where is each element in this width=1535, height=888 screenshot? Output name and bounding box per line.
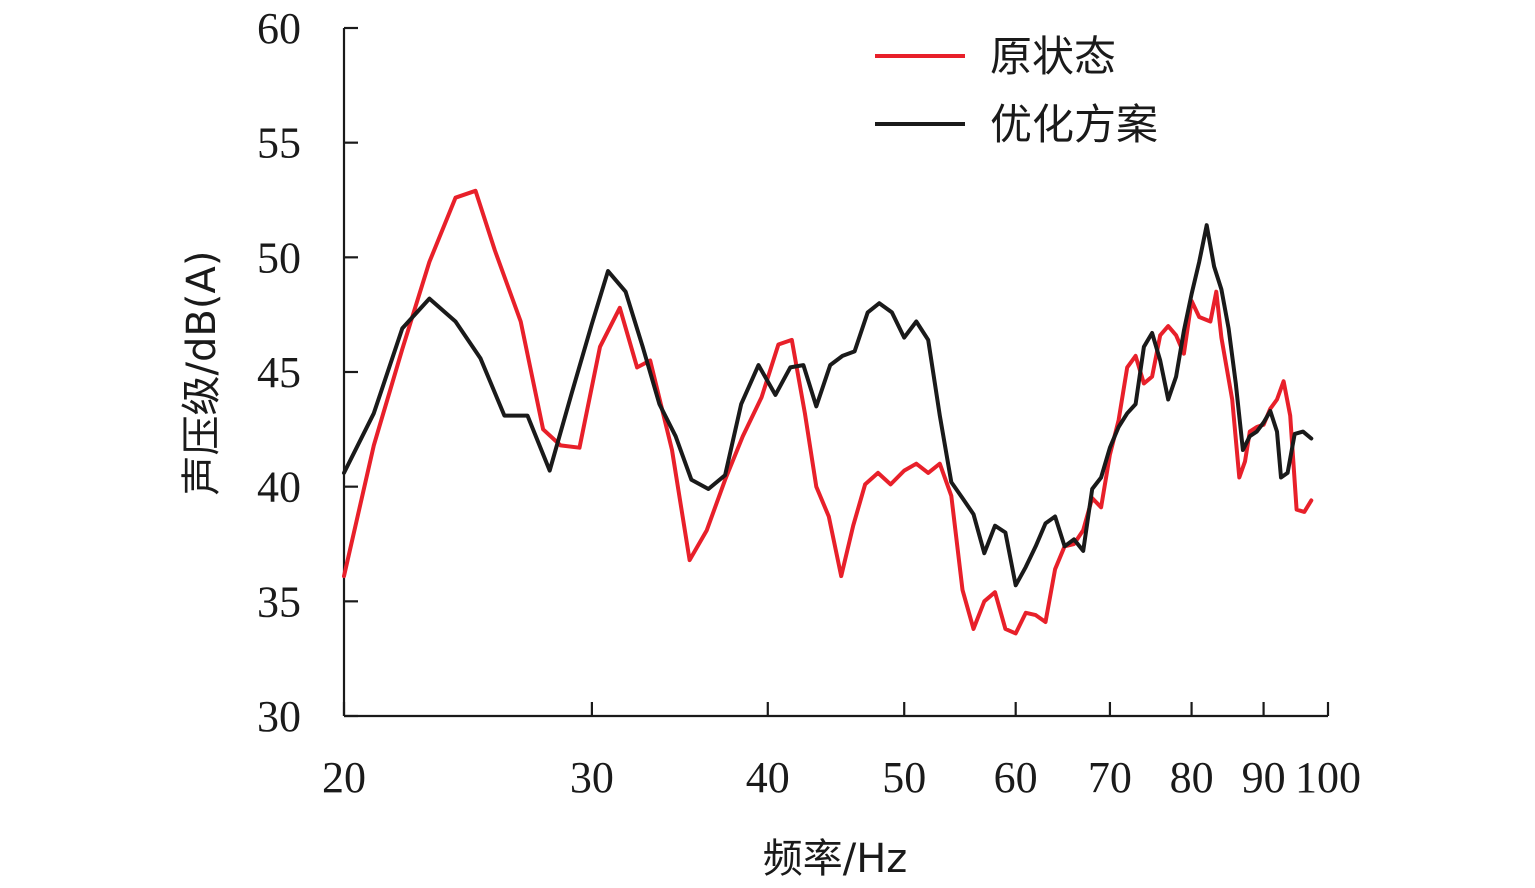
x-tick-label: 40 bbox=[746, 753, 790, 802]
legend-label-1: 原状态 bbox=[990, 32, 1116, 81]
legend-label-2: 优化方案 bbox=[990, 100, 1158, 149]
series-layer bbox=[342, 188, 1314, 636]
y-tick-label: 55 bbox=[257, 119, 301, 168]
x-tick-label: 100 bbox=[1295, 753, 1361, 802]
axes-layer: 30 35 40 45 50 55 60 20 30 40 50 60 70 80 90 100 bbox=[257, 4, 1361, 802]
y-tick-label: 30 bbox=[257, 692, 301, 741]
x-tick-label: 50 bbox=[882, 753, 926, 802]
x-tick-label: 30 bbox=[570, 753, 614, 802]
y-tick-label: 45 bbox=[257, 348, 301, 397]
y-tick-label: 50 bbox=[257, 233, 301, 282]
x-tick-label: 70 bbox=[1088, 753, 1132, 802]
y-axis-title: 声压级/dB(A) bbox=[179, 251, 225, 496]
y-tick-label: 60 bbox=[257, 4, 301, 53]
x-tick-label: 80 bbox=[1170, 753, 1214, 802]
y-tick-label: 40 bbox=[257, 463, 301, 512]
x-tick-label: 60 bbox=[994, 753, 1038, 802]
series-line-1 bbox=[342, 188, 1314, 636]
y-tick-label: 35 bbox=[257, 577, 301, 626]
x-tick-label: 90 bbox=[1242, 753, 1286, 802]
x-tick-label: 20 bbox=[322, 753, 366, 802]
x-axis-title: 频率/Hz bbox=[763, 836, 908, 882]
series-line-2 bbox=[342, 223, 1314, 588]
